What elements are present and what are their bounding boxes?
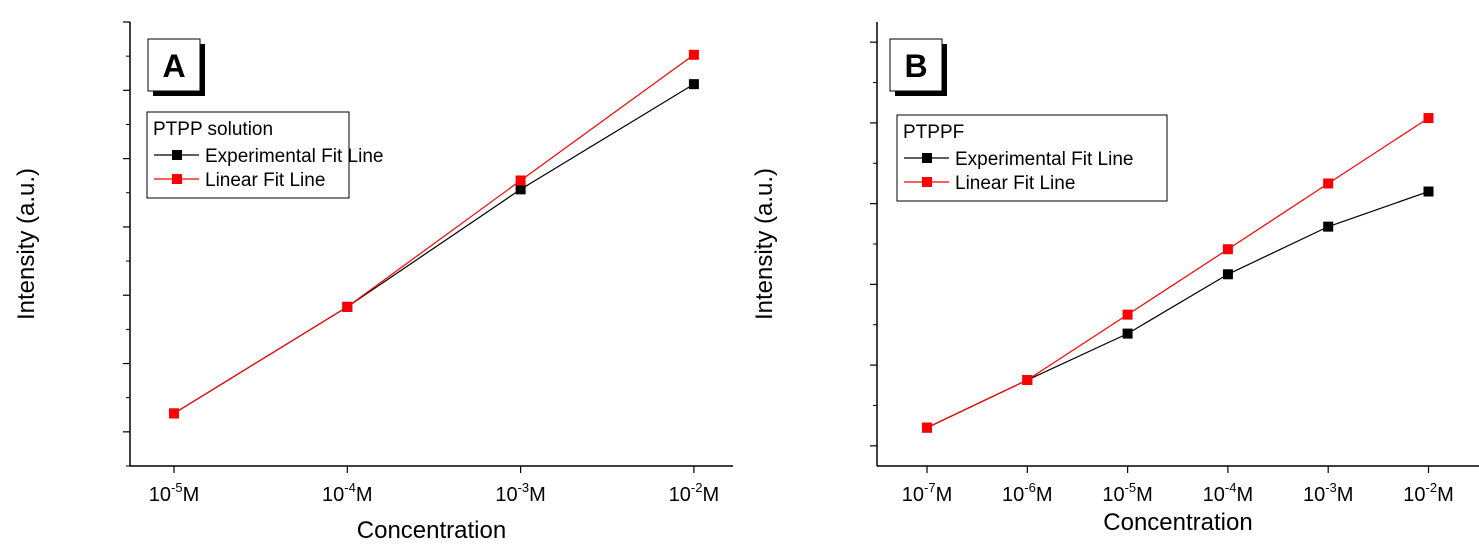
x-tick-unit: M [936,484,953,506]
y-axis-title: Intensity (a.u.) [751,168,778,320]
x-tick-unit: M [1437,484,1454,506]
x-tick-base: 10 [1102,484,1124,506]
x-tick-exponent: -4 [344,480,356,495]
data-point-marker [169,408,179,419]
data-point-marker [1323,178,1334,189]
x-tick-base: 10 [669,484,691,506]
data-point-marker [515,175,526,186]
x-tick-label: 10-3M [1303,480,1353,506]
panel-label: B [904,48,927,84]
panel-label: A [162,48,185,84]
x-tick-label: 10-5M [1102,480,1152,506]
x-tick-unit: M [1337,484,1354,506]
x-tick-exponent: -4 [1225,480,1237,495]
data-point-marker [1423,186,1434,197]
x-tick-label: 10-4M [1203,480,1253,506]
x-tick-base: 10 [149,484,171,506]
x-axis-title: Concentration [357,517,506,544]
data-point-marker [1423,113,1434,124]
legend-label: Linear Fit Line [205,170,325,191]
data-point-marker [1222,269,1233,280]
series-line-1 [926,117,1429,429]
x-tick-label: 10-2M [669,480,719,506]
x-tick-unit: M [356,484,373,506]
legend-label: Linear Fit Line [955,173,1075,194]
legend-marker [172,150,182,160]
x-axis-title: Concentration [1103,509,1252,536]
data-point-marker [1222,244,1233,255]
legend-title: PTPP solution [153,119,273,140]
panel-label-box [147,38,201,92]
x-tick-unit: M [183,484,200,506]
data-point-marker [1122,309,1133,320]
x-tick-unit: M [1236,484,1253,506]
x-tick-unit: M [1036,484,1053,506]
x-tick-base: 10 [1303,484,1325,506]
data-point-marker [515,184,526,195]
x-tick-base: 10 [322,484,344,506]
data-point-marker [1122,328,1133,339]
x-tick-label: 10-2M [1403,480,1453,506]
x-tick-base: 10 [1203,484,1225,506]
x-tick-label: 10-4M [322,480,372,506]
data-point-marker [922,422,932,433]
x-tick-unit: M [1136,484,1153,506]
x-tick-base: 10 [495,484,517,506]
x-tick-exponent: -3 [1325,480,1337,495]
series-line-1 [173,54,695,414]
x-tick-exponent: -2 [1426,480,1438,495]
y-axis-title: Intensity (a.u.) [13,168,40,320]
x-tick-base: 10 [1403,484,1425,506]
x-tick-exponent: -5 [1125,480,1137,495]
legend-marker [172,174,182,184]
x-tick-unit: M [702,484,719,506]
x-tick-exponent: -2 [691,480,703,495]
x-tick-unit: M [529,484,546,506]
panel-label-box [889,38,943,92]
data-point-marker [1323,221,1334,232]
x-tick-label: 10-3M [495,480,545,506]
legend-label: Experimental Fit Line [955,149,1133,170]
x-tick-exponent: -5 [171,480,183,495]
x-tick-label: 10-7M [902,480,952,506]
legend-title: PTPPF [903,122,964,143]
data-point-marker [1022,375,1033,386]
x-tick-base: 10 [1002,484,1024,506]
x-tick-exponent: -7 [924,480,936,495]
x-tick-label: 10-5M [149,480,199,506]
legend-label: Experimental Fit Line [205,146,383,167]
x-tick-label: 10-6M [1002,480,1052,506]
data-point-marker [342,301,353,312]
x-tick-exponent: -3 [518,480,530,495]
data-point-marker [688,79,699,90]
x-tick-base: 10 [902,484,924,506]
data-point-marker [688,49,699,60]
legend-marker [922,177,932,187]
legend-marker [922,153,932,163]
x-tick-exponent: -6 [1024,480,1036,495]
chart-panel-b: 10-7M 10-6M 10-5M 10-4M 10-3M 10-2MIntensity … [751,22,1479,536]
